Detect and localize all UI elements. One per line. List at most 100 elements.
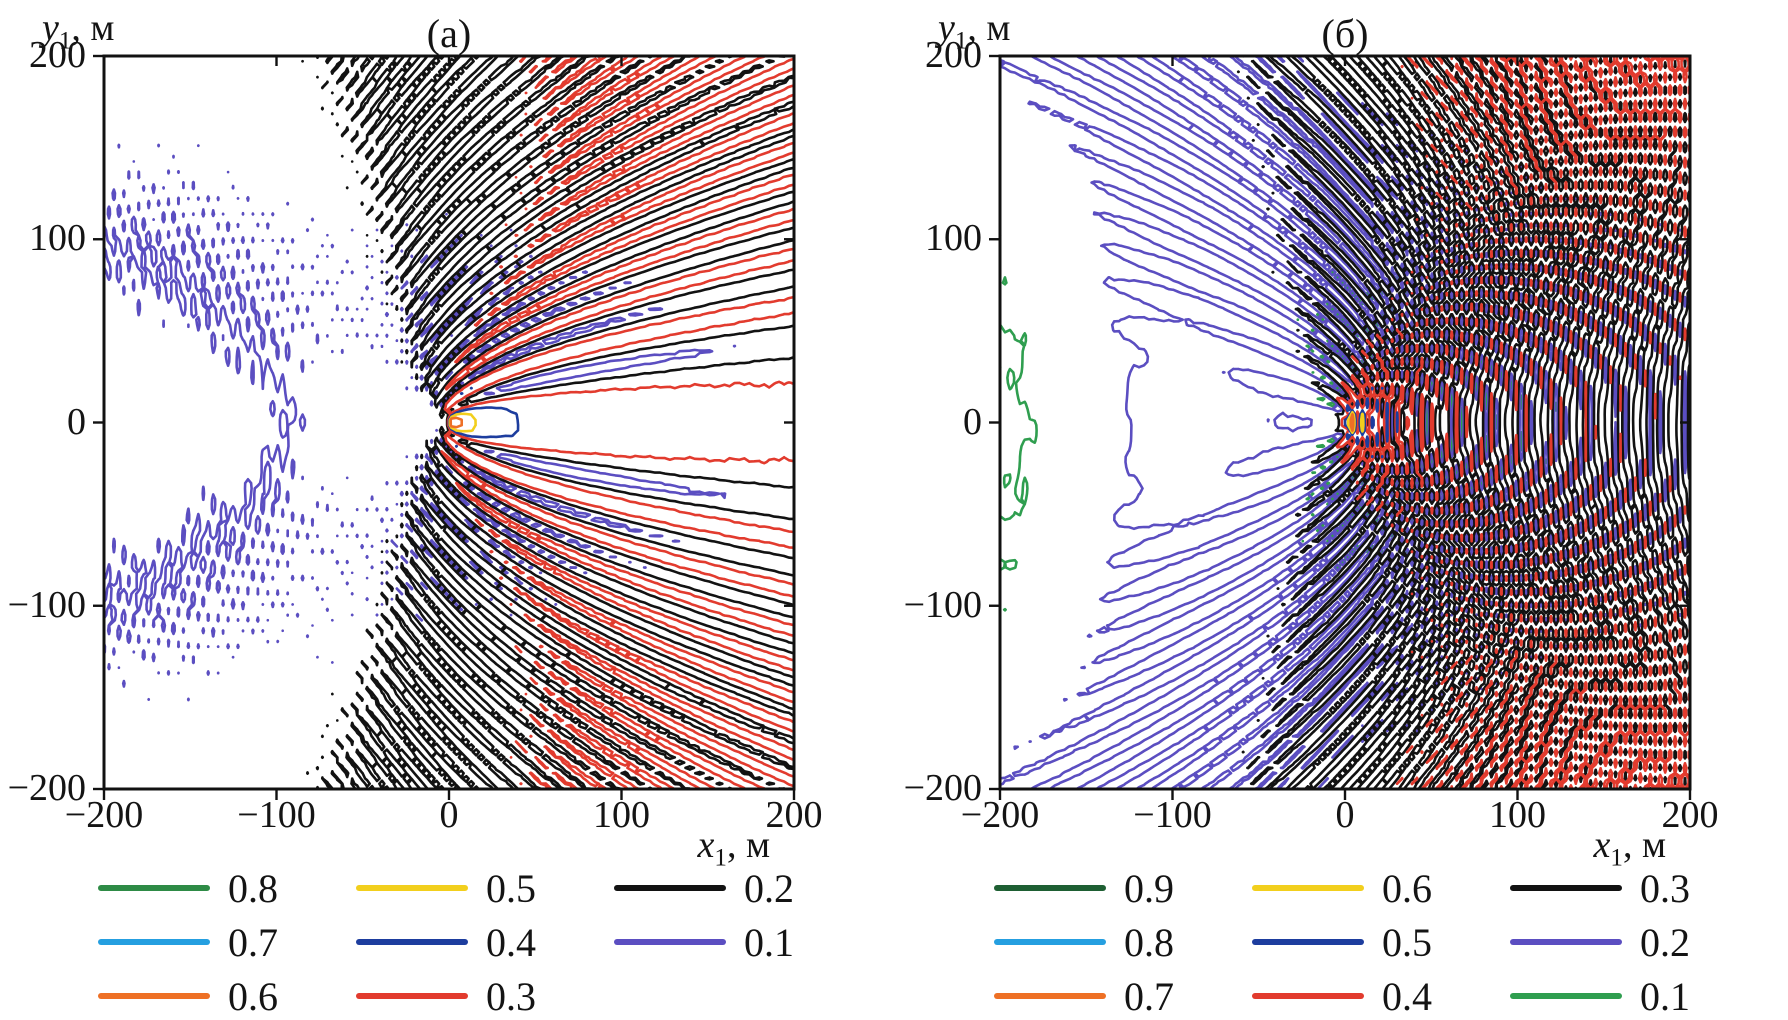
x-axis-label: x1, м: [698, 823, 770, 873]
x-tick-label: −200: [960, 794, 1040, 836]
legend-swatch: [614, 885, 726, 891]
legend-item: 0.4: [356, 920, 536, 965]
contour-level-0.1: [102, 143, 737, 702]
x-tick-label: −100: [237, 794, 316, 836]
y-variable: y: [42, 7, 59, 49]
legend-value: 0.9: [1124, 865, 1174, 911]
legend-swatch: [1252, 939, 1364, 945]
y-tick-label: 100: [29, 217, 86, 260]
y-variable: y: [938, 7, 955, 49]
x-axis-label: x1, м: [1594, 823, 1666, 873]
legend-swatch: [994, 993, 1106, 999]
contour-level-0.4: [447, 386, 520, 448]
legend-swatch: [1510, 993, 1622, 999]
legend-value: 0.8: [228, 865, 278, 911]
x-variable: x: [697, 824, 715, 866]
legend-value: 0.3: [1640, 865, 1690, 911]
legend-swatch: [98, 885, 210, 891]
legend-column: 0.9 0.8 0.7: [994, 865, 1174, 1019]
x-tick-label: 0: [439, 794, 459, 836]
legend-value: 0.7: [228, 919, 278, 965]
x-unit: , м: [1622, 824, 1666, 866]
legend: 0.8 0.7 0.6 0.5 0.4 0.3 0.2 0.1: [98, 865, 794, 1019]
legend-value: 0.4: [1382, 973, 1432, 1019]
legend-item: 0.8: [994, 919, 1174, 965]
legend-item: 0.1: [614, 919, 794, 965]
x-unit: , м: [726, 824, 770, 866]
panel-title: (а): [426, 11, 472, 56]
x-subscript: 1: [1610, 844, 1623, 872]
legend-swatch: [356, 885, 468, 891]
y-subscript: 1: [954, 27, 968, 55]
legend-swatch: [994, 885, 1106, 891]
legend-value: 0.6: [228, 973, 278, 1019]
legend: 0.9 0.8 0.7 0.6 0.5 0.4 0.3 0.2 0.1: [994, 865, 1690, 1019]
legend-value: 0.3: [486, 973, 536, 1019]
y-tick-label: −100: [903, 583, 982, 626]
x-variable: x: [1593, 824, 1611, 866]
x-tick-label: 100: [1489, 794, 1546, 836]
panel-b: y1, м (б) 200 100 0 −100 −200 −200 −100 0 100 20…: [904, 4, 1756, 1019]
legend-swatch: [356, 993, 468, 999]
y-axis-label: y1, м: [42, 6, 114, 56]
x-axis-label-row: x1, м: [1000, 789, 1690, 872]
legend-item: 0.2: [1510, 919, 1690, 965]
panel-b-header: y1, м (б): [904, 4, 1756, 56]
legend-item: 0.5: [356, 865, 536, 911]
legend-item: 0.2: [614, 865, 794, 911]
contour-level-0.2: [301, 54, 796, 791]
legend-value: 0.5: [486, 865, 536, 911]
legend-swatch: [1252, 993, 1364, 999]
legend-item: 0.9: [994, 865, 1174, 911]
legend-item: 0.4: [1252, 973, 1432, 1019]
legend-value: 0.2: [744, 865, 794, 911]
legend-value: 0.8: [1124, 919, 1174, 965]
panel-a: y1, м (а) 200 100 0 −100 −200 −200 −100 0 100 20…: [8, 4, 860, 1019]
contour-level-0.7: [1349, 413, 1355, 432]
legend-value: 0.7: [1124, 973, 1174, 1019]
y-tick-label: 200: [925, 34, 982, 77]
contour-plot: [93, 54, 796, 800]
legend-column: 0.3 0.2 0.1: [1510, 865, 1690, 1019]
y-axis-label: y1, м: [938, 6, 1010, 56]
legend-item: 0.6: [98, 973, 278, 1019]
legend-value: 0.5: [1382, 919, 1432, 965]
y-tick-label: 0: [963, 400, 982, 443]
x-tick-label: 200: [1661, 794, 1719, 836]
y-unit: , м: [967, 7, 1011, 49]
y-tick-label: −200: [7, 767, 86, 810]
legend-column: 0.5 0.4 0.3: [356, 865, 536, 1019]
x-tick-label: 0: [1335, 794, 1355, 836]
legend-swatch: [98, 993, 210, 999]
legend-item: 0.3: [356, 973, 536, 1019]
legend-item: 0.7: [98, 919, 278, 965]
x-tick-label: −100: [1133, 794, 1212, 836]
y-subscript: 1: [58, 27, 72, 55]
legend-column: 0.6 0.5 0.4: [1252, 866, 1432, 1019]
legend-swatch: [614, 939, 726, 945]
legend-swatch: [1510, 939, 1622, 945]
legend-item: 0.3: [1510, 865, 1690, 911]
legend-swatch: [994, 939, 1106, 945]
plot-area: 200 100 0 −100 −200 −200 −100 0 100 200: [8, 34, 823, 836]
x-axis-ticks: −200 −100 0 100 200: [65, 793, 823, 836]
legend-value: 0.2: [1640, 919, 1690, 965]
y-axis-ticks: 200 100 0 −100 −200: [902, 34, 992, 809]
contour-level-0.3: [1236, 54, 1692, 791]
legend-item: 0.6: [1252, 866, 1432, 911]
legend-item: 0.7: [994, 973, 1174, 1019]
legend-item: 0.8: [98, 865, 278, 911]
legend-value: 0.1: [744, 919, 794, 965]
y-tick-label: 0: [67, 400, 86, 443]
x-tick-label: −200: [64, 794, 144, 836]
x-axis-label-row: x1, м: [104, 789, 794, 872]
panel-a-header: y1, м (а): [8, 4, 860, 56]
plot-area: 200 100 0 −100 −200 −200 −100 0 100 200: [904, 34, 1719, 836]
legend-swatch: [356, 939, 468, 945]
panel-title: (б): [1321, 11, 1369, 56]
y-tick-label: 100: [925, 217, 982, 260]
contour-level-0.6: [449, 416, 463, 429]
y-tick-label: 200: [29, 34, 86, 77]
contour-level-0.2: [998, 54, 1692, 791]
